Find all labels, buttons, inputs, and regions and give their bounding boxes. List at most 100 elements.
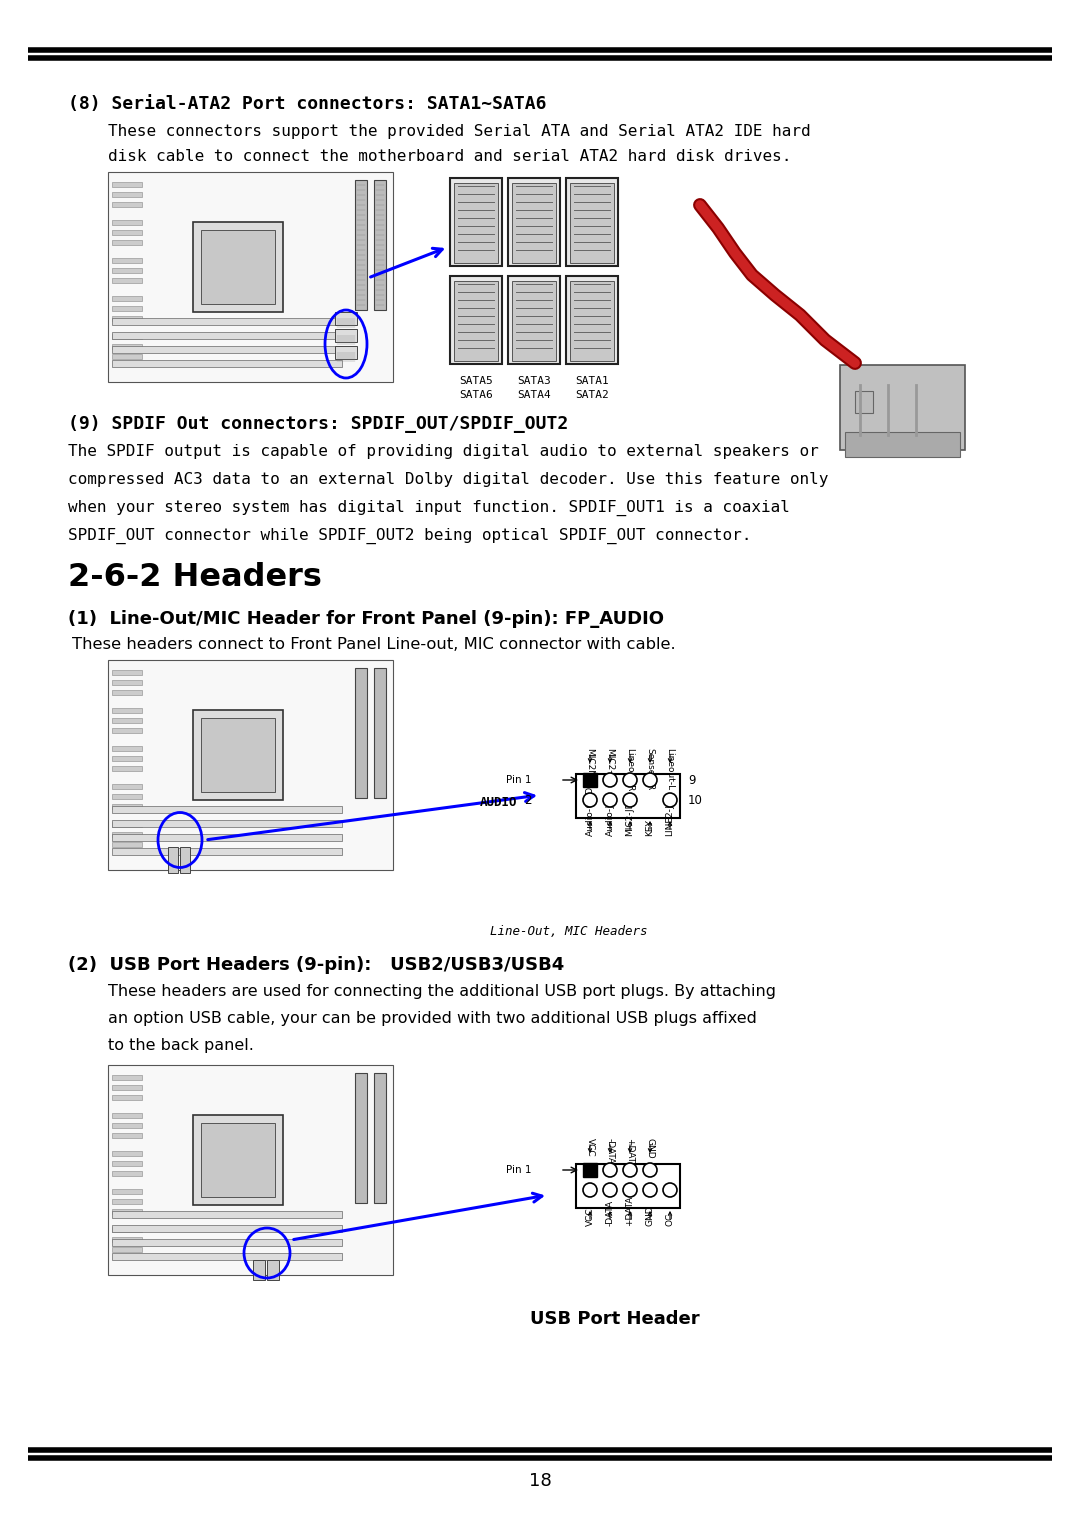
Circle shape [663, 793, 677, 807]
Circle shape [583, 793, 597, 807]
Bar [108, 173, 393, 382]
Circle shape [583, 1183, 597, 1196]
Bar [201, 718, 275, 792]
Text: 2-6-2 Headers: 2-6-2 Headers [68, 562, 322, 593]
Bar [566, 277, 618, 364]
Bar [112, 1253, 342, 1261]
Text: +DATA: +DATA [625, 1138, 635, 1169]
Text: Pin 1: Pin 1 [507, 1164, 532, 1175]
Bar [112, 848, 342, 856]
Bar [512, 281, 556, 361]
Circle shape [603, 1163, 617, 1177]
Text: Lineout-L: Lineout-L [665, 749, 675, 790]
Circle shape [623, 1163, 637, 1177]
Text: -DATA: -DATA [606, 1138, 615, 1164]
Bar [112, 707, 141, 714]
Bar [355, 180, 367, 310]
Text: SATA3: SATA3 [517, 376, 551, 387]
Bar [335, 329, 357, 342]
Bar [454, 183, 498, 263]
Text: 2: 2 [525, 793, 532, 807]
Text: compressed AC3 data to an external Dolby digital decoder. Use this feature only: compressed AC3 data to an external Dolby… [68, 472, 828, 487]
Bar [201, 1123, 275, 1196]
Bar [583, 773, 597, 787]
Bar [570, 183, 615, 263]
Text: Lineout-R: Lineout-R [625, 749, 635, 792]
Text: The SPDIF output is capable of providing digital audio to external speakers or: The SPDIF output is capable of providing… [68, 445, 819, 458]
Bar [112, 669, 141, 675]
Circle shape [643, 1163, 657, 1177]
Text: LINE2-JD: LINE2-JD [665, 798, 675, 836]
Bar [112, 332, 342, 339]
Bar [112, 691, 141, 695]
Bar [112, 756, 141, 761]
Bar [112, 1238, 141, 1242]
Text: (8) Serial-ATA2 Port connectors: SATA1~SATA6: (8) Serial-ATA2 Port connectors: SATA1~S… [68, 95, 546, 113]
Bar [112, 766, 141, 772]
Bar [355, 668, 367, 798]
Bar [112, 202, 141, 206]
Bar [112, 680, 141, 685]
Text: (2)  USB Port Headers (9-pin):   USB2/USB3/USB4: (2) USB Port Headers (9-pin): USB2/USB3/… [68, 957, 564, 973]
Bar [112, 821, 342, 827]
Bar [112, 1247, 141, 1251]
Circle shape [643, 1183, 657, 1196]
Bar [112, 278, 141, 283]
Bar [112, 1096, 141, 1100]
Text: when your stereo system has digital input function. SPDIF_OUT1 is a coaxial: when your stereo system has digital inpu… [68, 500, 789, 516]
Text: an option USB cable, your can be provided with two additional USB plugs affixed: an option USB cable, your can be provide… [108, 1012, 757, 1025]
Bar [168, 847, 178, 872]
Bar [112, 1239, 342, 1245]
Bar [112, 1085, 141, 1089]
Bar [374, 180, 386, 310]
Bar [566, 177, 618, 266]
Bar [855, 391, 873, 413]
Bar [112, 1132, 141, 1138]
Circle shape [663, 1183, 677, 1196]
Bar [112, 354, 141, 359]
Bar [112, 345, 342, 353]
Text: MIC2-JD: MIC2-JD [625, 801, 635, 836]
Text: VCC: VCC [585, 1207, 594, 1225]
Text: to the back panel.: to the back panel. [108, 1038, 254, 1053]
Text: USB Port Header: USB Port Header [530, 1309, 700, 1328]
Bar [576, 1164, 680, 1209]
Bar [267, 1261, 279, 1280]
Bar [112, 804, 141, 808]
Bar [112, 718, 141, 723]
Bar [583, 1163, 597, 1177]
Bar [193, 1115, 283, 1206]
Text: SATA6: SATA6 [459, 390, 492, 400]
Bar [450, 177, 502, 266]
Bar [112, 267, 141, 274]
Text: VCC: VCC [585, 1138, 594, 1157]
Text: (1)  Line-Out/MIC Header for Front Panel (9-pin): FP_AUDIO: (1) Line-Out/MIC Header for Front Panel … [68, 610, 664, 628]
Text: 9: 9 [688, 773, 696, 787]
Bar [112, 1170, 141, 1177]
Text: SATA5: SATA5 [459, 376, 492, 387]
Text: SPDIF_OUT connector while SPDIF_OUT2 being optical SPDIF_OUT connector.: SPDIF_OUT connector while SPDIF_OUT2 bei… [68, 529, 752, 544]
Bar [112, 1199, 141, 1204]
Text: OC: OC [665, 1213, 675, 1225]
Bar [335, 345, 357, 359]
Bar [845, 432, 960, 457]
Bar [112, 318, 342, 325]
Text: Sense-PR: Sense-PR [646, 749, 654, 790]
Bar [454, 281, 498, 361]
Bar [570, 281, 615, 361]
Bar [112, 1076, 141, 1080]
Text: Line-Out, MIC Headers: Line-Out, MIC Headers [490, 924, 648, 938]
Bar [112, 784, 141, 788]
Circle shape [603, 773, 617, 787]
Bar [576, 775, 680, 817]
Bar [112, 822, 141, 827]
Bar [374, 668, 386, 798]
Text: (9) SPDIF Out connectors: SPDIF_OUT/SPDIF_OUT2: (9) SPDIF Out connectors: SPDIF_OUT/SPDI… [68, 416, 568, 432]
Circle shape [603, 793, 617, 807]
Text: KEY: KEY [646, 819, 654, 836]
Bar [112, 231, 141, 235]
Bar [112, 296, 141, 301]
Text: 18: 18 [528, 1471, 552, 1490]
Bar [112, 1227, 141, 1232]
Bar [180, 847, 190, 872]
